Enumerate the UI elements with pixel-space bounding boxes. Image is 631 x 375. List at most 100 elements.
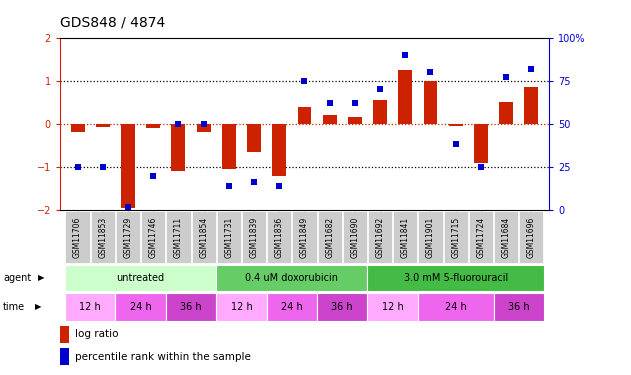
Bar bbox=[166, 292, 216, 321]
Text: GSM11901: GSM11901 bbox=[426, 216, 435, 258]
Bar bbox=[373, 100, 387, 124]
Text: GSM11690: GSM11690 bbox=[350, 216, 360, 258]
FancyBboxPatch shape bbox=[192, 211, 216, 263]
Bar bbox=[267, 292, 317, 321]
Text: GSM11706: GSM11706 bbox=[73, 216, 82, 258]
Text: 24 h: 24 h bbox=[445, 302, 466, 312]
Point bbox=[224, 183, 234, 189]
Point bbox=[274, 183, 285, 189]
Text: 3.0 mM 5-fluorouracil: 3.0 mM 5-fluorouracil bbox=[404, 273, 508, 283]
Point bbox=[451, 141, 461, 147]
FancyBboxPatch shape bbox=[167, 211, 191, 263]
Text: 12 h: 12 h bbox=[80, 302, 101, 312]
Bar bbox=[216, 265, 367, 291]
Text: GSM11729: GSM11729 bbox=[124, 216, 133, 258]
Bar bbox=[216, 292, 267, 321]
Text: 36 h: 36 h bbox=[180, 302, 202, 312]
Bar bbox=[298, 107, 311, 124]
Bar bbox=[499, 102, 513, 124]
Bar bbox=[317, 292, 367, 321]
Bar bbox=[493, 292, 544, 321]
FancyBboxPatch shape bbox=[116, 211, 140, 263]
Text: 0.4 uM doxorubicin: 0.4 uM doxorubicin bbox=[245, 273, 338, 283]
Text: untreated: untreated bbox=[117, 273, 165, 283]
Text: GSM11731: GSM11731 bbox=[225, 216, 233, 258]
Bar bbox=[474, 124, 488, 163]
Bar bbox=[423, 81, 437, 124]
Point bbox=[98, 164, 108, 170]
Bar bbox=[65, 292, 115, 321]
Text: GSM11696: GSM11696 bbox=[527, 216, 536, 258]
Point bbox=[375, 86, 385, 92]
FancyBboxPatch shape bbox=[418, 211, 442, 263]
Point bbox=[123, 204, 133, 210]
Text: GSM11724: GSM11724 bbox=[476, 216, 485, 258]
Bar bbox=[60, 348, 69, 365]
Bar bbox=[524, 87, 538, 124]
FancyBboxPatch shape bbox=[216, 211, 241, 263]
Bar bbox=[418, 292, 493, 321]
Point bbox=[300, 78, 310, 84]
Text: 24 h: 24 h bbox=[281, 302, 303, 312]
Text: time: time bbox=[3, 302, 25, 312]
Text: GDS848 / 4874: GDS848 / 4874 bbox=[60, 15, 165, 29]
FancyBboxPatch shape bbox=[368, 211, 392, 263]
Text: GSM11692: GSM11692 bbox=[375, 216, 384, 258]
Point bbox=[476, 164, 486, 170]
Point bbox=[249, 179, 259, 185]
Text: 24 h: 24 h bbox=[130, 302, 151, 312]
Text: 36 h: 36 h bbox=[508, 302, 529, 312]
FancyBboxPatch shape bbox=[91, 211, 115, 263]
Bar bbox=[121, 124, 135, 208]
FancyBboxPatch shape bbox=[519, 211, 543, 263]
Point bbox=[324, 100, 334, 106]
Bar bbox=[367, 265, 544, 291]
Text: GSM11684: GSM11684 bbox=[502, 216, 510, 258]
Bar bbox=[449, 124, 463, 126]
Point bbox=[73, 164, 83, 170]
Text: ▶: ▶ bbox=[35, 302, 41, 311]
Bar bbox=[348, 117, 362, 124]
Point bbox=[174, 121, 184, 127]
Text: GSM11839: GSM11839 bbox=[249, 216, 259, 258]
Bar bbox=[60, 326, 69, 343]
Bar bbox=[273, 124, 286, 176]
Bar bbox=[115, 292, 166, 321]
Text: ▶: ▶ bbox=[38, 273, 44, 282]
Text: GSM11746: GSM11746 bbox=[149, 216, 158, 258]
Text: 12 h: 12 h bbox=[230, 302, 252, 312]
Bar bbox=[367, 292, 418, 321]
Point bbox=[350, 100, 360, 106]
Text: GSM11715: GSM11715 bbox=[451, 216, 460, 258]
Bar bbox=[65, 265, 216, 291]
Text: 12 h: 12 h bbox=[382, 302, 404, 312]
Text: GSM11682: GSM11682 bbox=[325, 216, 334, 258]
Point bbox=[400, 52, 410, 58]
Point bbox=[199, 121, 209, 127]
Text: GSM11836: GSM11836 bbox=[274, 216, 284, 258]
Bar bbox=[71, 124, 85, 132]
FancyBboxPatch shape bbox=[141, 211, 165, 263]
Bar bbox=[247, 124, 261, 152]
Text: GSM11854: GSM11854 bbox=[199, 216, 208, 258]
FancyBboxPatch shape bbox=[66, 211, 90, 263]
Point bbox=[501, 74, 511, 80]
FancyBboxPatch shape bbox=[444, 211, 468, 263]
Point bbox=[425, 69, 435, 75]
Bar bbox=[96, 124, 110, 127]
Text: log ratio: log ratio bbox=[74, 329, 118, 339]
Text: GSM11841: GSM11841 bbox=[401, 216, 410, 258]
Text: GSM11849: GSM11849 bbox=[300, 216, 309, 258]
Bar bbox=[222, 124, 236, 169]
FancyBboxPatch shape bbox=[393, 211, 417, 263]
Text: 36 h: 36 h bbox=[331, 302, 353, 312]
Text: GSM11853: GSM11853 bbox=[98, 216, 107, 258]
Bar bbox=[146, 124, 160, 128]
FancyBboxPatch shape bbox=[343, 211, 367, 263]
Point bbox=[526, 66, 536, 72]
FancyBboxPatch shape bbox=[494, 211, 518, 263]
FancyBboxPatch shape bbox=[242, 211, 266, 263]
Bar bbox=[172, 124, 186, 171]
Text: percentile rank within the sample: percentile rank within the sample bbox=[74, 352, 251, 362]
Bar bbox=[398, 70, 412, 124]
